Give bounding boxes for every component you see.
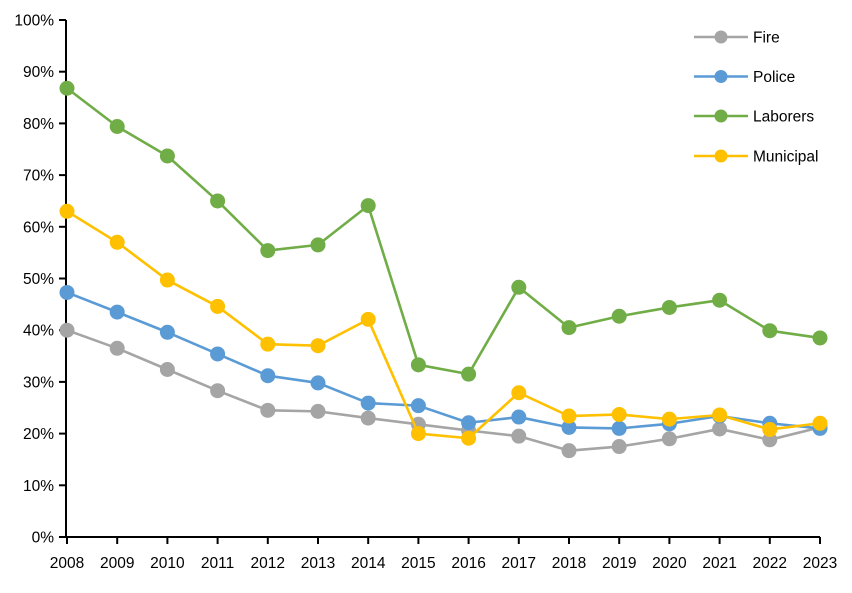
data-point-police-2011 — [210, 346, 226, 362]
y-axis-tick-label: 90% — [23, 64, 54, 81]
data-point-fire-2012 — [260, 402, 276, 418]
data-point-laborers-2015 — [410, 357, 426, 373]
y-axis-tick-label: 80% — [23, 116, 54, 133]
y-axis-tick-label: 60% — [23, 219, 54, 236]
data-point-municipal-2020 — [661, 411, 677, 427]
legend-label-police: Police — [753, 69, 795, 86]
legend-marker-municipal — [714, 149, 728, 163]
x-axis-tick-label: 2017 — [502, 555, 536, 572]
data-point-laborers-2008 — [59, 80, 75, 96]
data-point-municipal-2011 — [210, 298, 226, 314]
data-point-municipal-2017 — [511, 385, 527, 401]
data-point-laborers-2014 — [360, 198, 376, 214]
x-axis-tick-label: 2015 — [401, 555, 435, 572]
data-point-police-2018 — [561, 419, 577, 435]
series-line-laborers — [66, 87, 821, 376]
data-point-municipal-2023 — [812, 415, 828, 431]
data-point-fire-2022 — [762, 432, 778, 448]
x-axis-tick-label: 2021 — [702, 555, 736, 572]
data-point-laborers-2022 — [762, 323, 778, 339]
data-point-municipal-2014 — [360, 311, 376, 327]
x-axis-tick-label: 2019 — [602, 555, 636, 572]
data-point-police-2012 — [260, 368, 276, 384]
data-point-laborers-2023 — [812, 330, 828, 346]
data-point-municipal-2013 — [310, 338, 326, 354]
series-line-police — [66, 291, 821, 430]
data-point-laborers-2011 — [210, 193, 226, 209]
data-point-police-2014 — [360, 395, 376, 411]
x-axis-tick-label: 2013 — [301, 555, 335, 572]
y-axis-tick-label: 30% — [23, 374, 54, 391]
data-point-fire-2020 — [661, 431, 677, 447]
x-axis-tick-label: 2010 — [150, 555, 185, 572]
data-point-police-2013 — [310, 375, 326, 391]
legend-label-municipal: Municipal — [753, 149, 818, 166]
y-axis-tick-label: 40% — [23, 323, 54, 340]
data-point-police-2008 — [59, 284, 75, 300]
data-point-laborers-2016 — [461, 366, 477, 382]
x-axis-tick-label: 2022 — [753, 555, 787, 572]
x-axis-tick-label: 2014 — [351, 555, 386, 572]
data-point-municipal-2021 — [712, 407, 728, 423]
y-axis-tick-label: 100% — [14, 13, 54, 30]
data-point-laborers-2009 — [109, 119, 125, 135]
x-axis-tick-label: 2012 — [251, 555, 285, 572]
data-point-laborers-2012 — [260, 243, 276, 259]
legend-label-laborers: Laborers — [753, 109, 814, 126]
data-point-fire-2013 — [310, 403, 326, 419]
legend-marker-fire — [714, 30, 728, 44]
data-point-laborers-2021 — [712, 292, 728, 308]
x-axis-tick-label: 2008 — [50, 555, 84, 572]
data-point-laborers-2013 — [310, 237, 326, 253]
x-axis-tick-label: 2016 — [451, 555, 485, 572]
data-point-municipal-2018 — [561, 408, 577, 424]
x-axis-tick-label: 2020 — [652, 555, 687, 572]
y-axis-tick-label: 50% — [23, 271, 54, 288]
data-point-municipal-2012 — [260, 336, 276, 352]
data-point-municipal-2022 — [762, 421, 778, 437]
data-point-fire-2010 — [159, 361, 175, 377]
data-point-fire-2009 — [109, 340, 125, 356]
data-point-laborers-2020 — [661, 299, 677, 315]
y-axis-tick-label: 0% — [32, 530, 55, 547]
data-point-police-2016 — [461, 415, 477, 431]
data-point-police-2017 — [511, 409, 527, 425]
data-point-laborers-2010 — [159, 148, 175, 164]
data-point-fire-2014 — [360, 410, 376, 426]
y-axis-tick-label: 70% — [23, 168, 54, 185]
data-point-municipal-2019 — [611, 406, 627, 422]
x-axis-tick-label: 2018 — [552, 555, 586, 572]
data-point-municipal-2010 — [159, 272, 175, 288]
legend-label-fire: Fire — [753, 30, 780, 47]
data-point-fire-2021 — [712, 421, 728, 437]
x-axis-tick-label: 2011 — [201, 555, 234, 572]
data-point-laborers-2017 — [511, 279, 527, 295]
legend-marker-police — [714, 70, 728, 83]
y-axis-tick-label: 10% — [23, 478, 54, 495]
data-point-municipal-2009 — [109, 234, 125, 250]
data-point-laborers-2018 — [561, 320, 577, 336]
data-point-municipal-2015 — [410, 426, 426, 442]
series-line-fire — [66, 328, 821, 452]
series-line-municipal — [66, 210, 821, 440]
x-axis-tick-label: 2009 — [100, 555, 134, 572]
data-point-fire-2019 — [611, 439, 627, 455]
data-point-police-2015 — [410, 398, 426, 414]
data-point-fire-2017 — [511, 428, 527, 444]
data-point-municipal-2008 — [59, 203, 75, 219]
y-axis-tick-label: 20% — [23, 426, 54, 443]
data-point-fire-2011 — [210, 383, 226, 399]
data-point-municipal-2016 — [461, 430, 477, 446]
legend-marker-laborers — [714, 109, 728, 123]
data-point-police-2019 — [611, 420, 627, 436]
data-point-police-2009 — [109, 304, 125, 320]
x-axis-tick-label: 2023 — [803, 555, 837, 572]
data-point-fire-2008 — [59, 322, 75, 338]
data-point-laborers-2019 — [611, 308, 627, 324]
data-point-fire-2018 — [561, 443, 577, 459]
data-point-police-2010 — [159, 324, 175, 340]
